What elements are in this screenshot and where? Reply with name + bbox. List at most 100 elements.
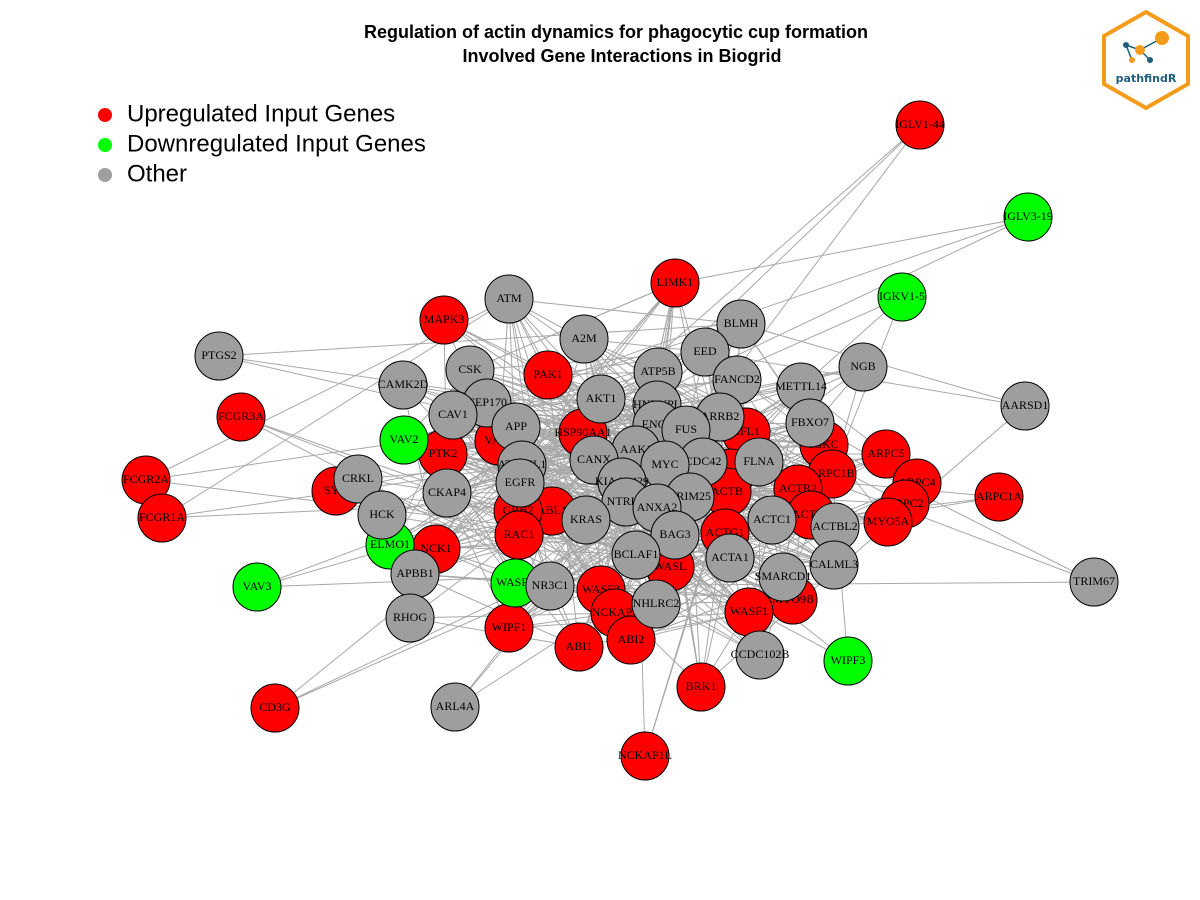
gene-label: CDC42 bbox=[685, 454, 722, 468]
legend-label: Other bbox=[127, 160, 187, 187]
gene-node bbox=[525, 561, 575, 611]
gene-node bbox=[379, 415, 429, 465]
gene-label: BAG3 bbox=[659, 527, 690, 541]
gene-label: FANCD2 bbox=[714, 372, 760, 386]
gene-label: HCK bbox=[369, 507, 395, 521]
title-line: Regulation of actin dynamics for phagocy… bbox=[364, 22, 868, 42]
gene-node bbox=[895, 100, 945, 150]
gene-label: APBB1 bbox=[396, 566, 433, 580]
gene-label: WIPF3 bbox=[831, 653, 866, 667]
gene-label: CRKL bbox=[342, 471, 374, 485]
gene-label: CCDC102B bbox=[731, 647, 790, 661]
gene-node bbox=[561, 495, 611, 545]
gene-node bbox=[1069, 557, 1119, 607]
gene-node bbox=[785, 398, 835, 448]
gene-label: IGLV1-44 bbox=[895, 117, 945, 131]
gene-node bbox=[523, 350, 573, 400]
gene-label: LIMK1 bbox=[657, 275, 694, 289]
gene-label: ABI2 bbox=[618, 632, 645, 646]
gene-node bbox=[631, 579, 681, 629]
gene-node bbox=[676, 662, 726, 712]
gene-node bbox=[357, 490, 407, 540]
gene-label: CAV1 bbox=[438, 407, 468, 421]
gene-label: FUS bbox=[675, 422, 697, 436]
gene-node bbox=[611, 530, 661, 580]
gene-node bbox=[430, 682, 480, 732]
gene-label: ATM bbox=[496, 291, 522, 305]
gene-label: WIPF1 bbox=[492, 620, 527, 634]
gene-label: ATP5B bbox=[640, 364, 675, 378]
gene-label: AARSD1 bbox=[1002, 398, 1049, 412]
edge bbox=[381, 459, 595, 516]
legend-label: Upregulated Input Genes bbox=[127, 100, 395, 127]
gene-node bbox=[735, 630, 785, 680]
gene-label: VAV3 bbox=[243, 579, 272, 593]
gene-label: IGKV1-5 bbox=[879, 289, 925, 303]
gene-node bbox=[823, 636, 873, 686]
gene-label: ARPC1B bbox=[809, 466, 854, 480]
gene-node bbox=[559, 314, 609, 364]
gene-node bbox=[705, 533, 755, 583]
gene-label: FBXO7 bbox=[791, 415, 829, 429]
gene-label: FLNA bbox=[743, 454, 775, 468]
gene-label: ARL4A bbox=[436, 699, 475, 713]
title-line: Involved Gene Interactions in Biogrid bbox=[462, 46, 781, 66]
gene-label: SMARCD1 bbox=[755, 569, 812, 583]
gene-node bbox=[606, 615, 656, 665]
edge bbox=[508, 298, 742, 325]
gene-label: PTGS2 bbox=[201, 348, 236, 362]
gene-node bbox=[863, 497, 913, 547]
gene-label: IGLV3-19 bbox=[1003, 209, 1053, 223]
gene-label: WASF1 bbox=[730, 604, 768, 618]
gene-label: HSP90AA1 bbox=[554, 425, 611, 439]
gene-node bbox=[877, 272, 927, 322]
gene-node bbox=[1000, 381, 1050, 431]
gene-label: CAMK2D bbox=[378, 377, 429, 391]
gene-label: ABI1 bbox=[566, 639, 593, 653]
gene-node bbox=[232, 562, 282, 612]
gene-label: ACTBL2 bbox=[812, 519, 857, 533]
gene-label: FCGR1A bbox=[139, 510, 185, 524]
gene-node bbox=[680, 327, 730, 377]
gene-label: CANX bbox=[577, 452, 611, 466]
gene-node bbox=[419, 295, 469, 345]
edge bbox=[443, 319, 584, 434]
gene-node bbox=[333, 454, 383, 504]
gene-label: CD3G bbox=[259, 700, 291, 714]
gene-label: WASF3 bbox=[496, 575, 534, 589]
gene-label: MYC bbox=[651, 457, 678, 471]
gene-label: NR3C1 bbox=[532, 578, 569, 592]
gene-label: A2M bbox=[571, 331, 597, 345]
gene-node bbox=[809, 540, 859, 590]
gene-node bbox=[428, 390, 478, 440]
gene-label: FCGR2A bbox=[123, 472, 169, 486]
gene-label: NCKAP1 bbox=[592, 605, 639, 619]
gene-label: WASL bbox=[654, 559, 687, 573]
gene-label: VAV2 bbox=[390, 432, 419, 446]
gene-label: RAC1 bbox=[504, 527, 535, 541]
gene-node bbox=[974, 472, 1024, 522]
gene-node bbox=[650, 510, 700, 560]
edge bbox=[389, 432, 584, 546]
gene-label: RHOG bbox=[393, 610, 427, 624]
gene-label: AKT1 bbox=[586, 391, 617, 405]
legend-label: Downregulated Input Genes bbox=[127, 130, 426, 157]
gene-label: CKAP4 bbox=[428, 485, 466, 499]
gene-node bbox=[378, 360, 428, 410]
gene-label: CSK bbox=[458, 362, 482, 376]
gene-node bbox=[385, 593, 435, 643]
gene-node bbox=[495, 458, 545, 508]
gene-node bbox=[484, 274, 534, 324]
gene-label: CALML3 bbox=[810, 557, 858, 571]
gene-label: NHLRC2 bbox=[633, 596, 680, 610]
gene-label: ARPC5 bbox=[867, 446, 904, 460]
gene-node bbox=[216, 392, 266, 442]
gene-label: NCK1 bbox=[420, 541, 451, 555]
gene-node bbox=[747, 495, 797, 545]
gene-node bbox=[194, 331, 244, 381]
gene-label: ARPC1A bbox=[976, 489, 1022, 503]
gene-label: ACTB bbox=[711, 484, 743, 498]
gene-node bbox=[1003, 192, 1053, 242]
gene-node bbox=[137, 493, 187, 543]
